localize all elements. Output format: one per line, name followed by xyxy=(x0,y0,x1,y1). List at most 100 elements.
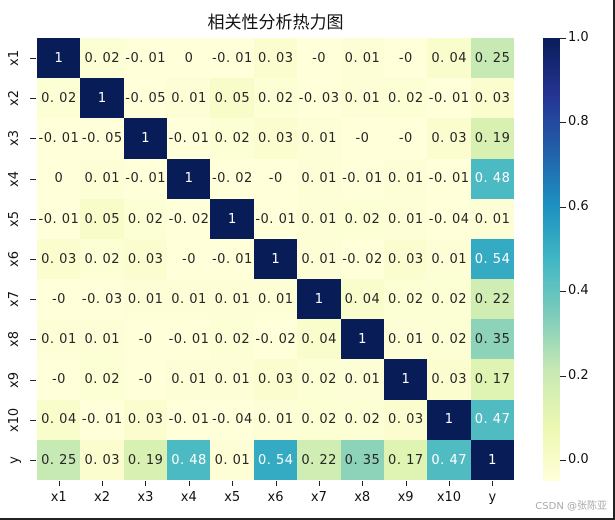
x-tick-label: x4 xyxy=(180,490,197,505)
x-tick-mark xyxy=(405,481,407,486)
watermark: CSDN @张陈亚 xyxy=(535,501,607,512)
heatmap-cell: 0. 03 xyxy=(37,238,81,280)
heatmap-cell: 0. 02 xyxy=(427,319,472,360)
y-tick-label: y xyxy=(7,456,22,464)
heatmap-cell: 0. 04 xyxy=(427,38,472,79)
heatmap-cell: -0. 02 xyxy=(210,158,255,200)
heatmap-cell: 0. 03 xyxy=(123,399,168,441)
heatmap-cell: 1 xyxy=(470,439,515,481)
colorbar-tick-mark xyxy=(560,38,566,39)
heatmap-cell: -0 xyxy=(297,38,342,79)
heatmap-cell: 0. 01 xyxy=(297,158,342,200)
heatmap-cell: 0. 54 xyxy=(253,439,298,481)
heatmap-cell: 0. 01 xyxy=(253,279,298,320)
heatmap-cell: 0. 01 xyxy=(340,359,385,401)
heatmap-cell: 1 xyxy=(123,118,168,160)
y-tick-mark xyxy=(30,299,36,301)
heatmap-cell: 0. 35 xyxy=(340,439,385,481)
heatmap-cell: 0. 01 xyxy=(340,38,385,79)
y-tick-mark xyxy=(30,379,36,381)
colorbar-tick-mark xyxy=(560,375,566,377)
heatmap-cell: 0. 04 xyxy=(340,279,385,320)
heatmap-cell: 0. 05 xyxy=(80,198,125,240)
heatmap-cell: 1 xyxy=(340,319,385,360)
heatmap-cell: 0. 01 xyxy=(253,399,298,441)
y-tick-mark xyxy=(30,218,36,220)
heatmap-cell: 0. 48 xyxy=(470,158,515,200)
heatmap-cell: 0. 01 xyxy=(340,78,385,119)
x-tick-label: x8 xyxy=(354,490,371,505)
heatmap-cell: 1 xyxy=(253,238,298,280)
y-tick-mark xyxy=(30,419,36,421)
chart-title: 相关性分析热力图 xyxy=(207,13,344,33)
x-tick-mark xyxy=(448,481,450,486)
heatmap-cell: 0. 47 xyxy=(427,439,472,481)
heatmap-cell: 0. 03 xyxy=(427,359,472,401)
heatmap-cell: 0. 02 xyxy=(210,319,255,360)
heatmap-cell: -0. 02 xyxy=(167,198,211,240)
heatmap-cell: -0 xyxy=(167,238,211,280)
heatmap-cell: 0. 01 xyxy=(210,279,255,320)
heatmap-cell: 0. 03 xyxy=(427,118,472,160)
heatmap-cell: 0. 01 xyxy=(383,319,428,360)
x-tick-mark xyxy=(58,481,60,486)
y-tick-label: x1 xyxy=(7,50,22,67)
y-tick-mark xyxy=(30,98,36,100)
heatmap-cell: -0. 03 xyxy=(80,279,125,320)
heatmap-cell: -0 xyxy=(253,158,298,200)
x-tick-label: x3 xyxy=(137,490,154,505)
heatmap-cell: 0. 48 xyxy=(167,439,211,481)
y-tick-mark xyxy=(30,459,36,461)
heatmap-cell: 0. 02 xyxy=(80,38,125,79)
heatmap-cell: -0 xyxy=(383,38,428,79)
heatmap-cell: 0. 03 xyxy=(253,118,298,160)
heatmap-cell: 0. 01 xyxy=(427,238,472,280)
heatmap-cell: -0. 01 xyxy=(210,238,255,280)
heatmap-cell: 1 xyxy=(80,78,125,119)
heatmap-grid: 1 0. 02 -0. 01 0 -0. 01 0. 03 -0 0. 01 -0 0. 04 0.… xyxy=(37,38,515,481)
heatmap-cell: 0. 19 xyxy=(123,439,168,481)
heatmap-cell: 0. 02 xyxy=(427,279,472,320)
y-tick-label: x8 xyxy=(7,331,22,348)
heatmap-cell: 1 xyxy=(210,198,255,240)
heatmap-cell: 0. 03 xyxy=(253,359,298,401)
heatmap-cell: -0. 01 xyxy=(167,118,211,160)
heatmap-cell: 0. 02 xyxy=(297,359,342,401)
heatmap-cell: -0. 03 xyxy=(297,78,342,119)
y-tick-mark xyxy=(30,259,36,260)
heatmap-cell: 0. 01 xyxy=(210,359,255,401)
y-tick-label: x4 xyxy=(7,170,22,187)
heatmap-cell: 0. 02 xyxy=(80,238,125,280)
colorbar-tick-label: 1.0 xyxy=(568,30,589,45)
x-tick-label: x9 xyxy=(397,490,414,505)
colorbar-tick-mark xyxy=(560,122,566,124)
heatmap-cell: 0. 02 xyxy=(383,78,428,119)
heatmap-cell: -0. 01 xyxy=(340,158,385,200)
heatmap-cell: 0. 03 xyxy=(383,238,428,280)
heatmap-cell: -0. 01 xyxy=(123,38,168,79)
colorbar-tick-label: 0.6 xyxy=(568,198,589,214)
colorbar xyxy=(543,38,560,481)
heatmap-cell: -0. 01 xyxy=(167,319,211,360)
heatmap-cell: -0. 01 xyxy=(167,399,211,441)
heatmap-cell: 0. 01 xyxy=(383,158,428,200)
heatmap-cell: 0. 01 xyxy=(167,359,211,401)
x-tick-label: x1 xyxy=(50,490,67,505)
heatmap-cell: 0. 01 xyxy=(383,198,428,240)
heatmap-cell: 0. 54 xyxy=(470,238,515,280)
heatmap-cell: -0 xyxy=(123,359,168,401)
heatmap-cell: -0. 02 xyxy=(253,319,298,360)
x-tick-mark xyxy=(492,481,494,486)
heatmap-cell: 0. 05 xyxy=(210,78,255,119)
heatmap-cell: 0. 01 xyxy=(167,78,211,119)
x-tick-label: y xyxy=(488,490,497,505)
colorbar-tick-label: 0.4 xyxy=(568,283,589,299)
heatmap-cell: -0. 05 xyxy=(123,78,168,119)
heatmap-cell: 0. 01 xyxy=(210,439,255,481)
heatmap-cell: 0. 04 xyxy=(297,319,342,360)
heatmap-cell: 0 xyxy=(167,38,211,79)
heatmap-cell: 0. 02 xyxy=(37,78,81,119)
heatmap-cell: -0 xyxy=(383,118,428,160)
heatmap-cell: 0 xyxy=(37,158,81,200)
